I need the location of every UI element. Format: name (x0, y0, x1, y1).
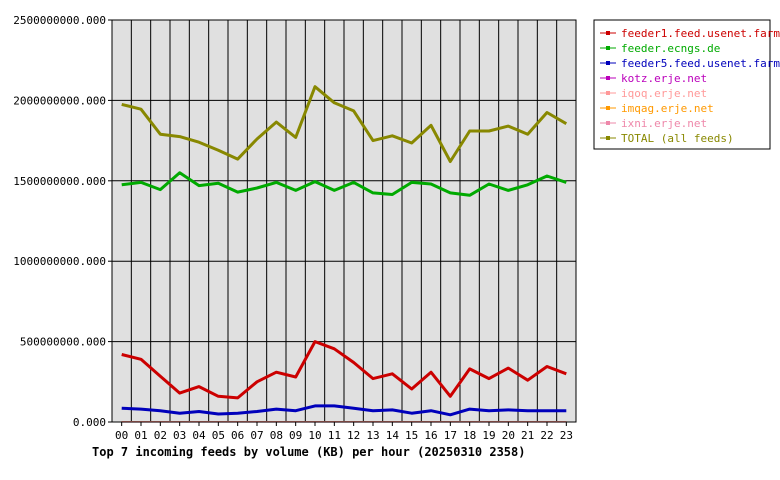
x-tick-label: 09 (289, 429, 302, 442)
x-tick-label: 03 (173, 429, 186, 442)
y-tick-label: 1000000000.000 (13, 255, 106, 268)
x-tick-label: 13 (366, 429, 379, 442)
x-tick-label: 07 (250, 429, 263, 442)
x-tick-label: 10 (308, 429, 321, 442)
y-tick-label: 1500000000.000 (13, 175, 106, 188)
legend-swatch-marker (606, 46, 610, 50)
x-tick-label: 04 (192, 429, 206, 442)
x-axis-ticks: 00 01 02 03 04 05 06 07 08 09 10 11 12 13 14 15 16 17 18 19… (115, 422, 573, 442)
legend-swatch-marker (606, 106, 610, 110)
legend-box (593, 19, 771, 150)
legend-item-label: feeder1.feed.usenet.farm (621, 27, 780, 40)
legend-swatch-marker (606, 31, 610, 35)
x-tick-label: 19 (482, 429, 495, 442)
plot-border (111, 19, 577, 423)
legend-swatch-marker (606, 91, 610, 95)
legend-swatch-marker (606, 76, 610, 80)
series-line-1 (121, 171, 567, 197)
x-tick-label: 17 (444, 429, 457, 442)
legend: feeder1.feed.usenet.farm feeder.ecngs.de f… (593, 19, 780, 150)
y-tick-label: 2000000000.000 (13, 94, 106, 107)
legend-item-label: TOTAL (all feeds) (621, 132, 734, 145)
x-tick-label: 12 (347, 429, 360, 442)
grid-lines (112, 20, 576, 422)
x-tick-label: 20 (502, 429, 515, 442)
legend-item-label: feeder.ecngs.de (621, 42, 720, 55)
legend-item-label: imqag.erje.net (621, 102, 714, 115)
series-line-2 (121, 404, 567, 417)
legend-item-label: ixni.erje.net (621, 117, 707, 130)
chart-title: Top 7 incoming feeds by volume (KB) per … (92, 445, 525, 459)
x-tick-label: 05 (212, 429, 225, 442)
y-axis-ticks: 0.000 500000000.000 1000000000.000 15000000… (13, 14, 112, 429)
x-tick-label: 15 (405, 429, 418, 442)
x-tick-label: 11 (328, 429, 341, 442)
legend-item-label: feeder5.feed.usenet.farm (621, 57, 780, 70)
series-line-7 (121, 85, 568, 163)
legend-item-label: kotz.erje.net (621, 72, 707, 85)
x-tick-label: 06 (231, 429, 244, 442)
x-tick-label: 08 (270, 429, 283, 442)
x-tick-label: 14 (386, 429, 400, 442)
y-tick-label: 0.000 (73, 416, 106, 429)
legend-item-label: iqoq.erje.net (621, 87, 707, 100)
x-tick-label: 22 (540, 429, 553, 442)
series-line-0 (121, 340, 567, 400)
x-tick-label: 02 (154, 429, 167, 442)
x-tick-label: 21 (521, 429, 534, 442)
x-tick-label: 23 (560, 429, 573, 442)
x-tick-label: 00 (115, 429, 128, 442)
legend-swatch-marker (606, 121, 610, 125)
legend-swatch-marker (606, 61, 610, 65)
y-tick-label: 2500000000.000 (13, 14, 106, 27)
x-tick-label: 01 (134, 429, 147, 442)
legend-swatch-marker (606, 136, 610, 140)
y-tick-label: 500000000.000 (20, 336, 106, 349)
x-tick-label: 16 (424, 429, 437, 442)
x-tick-label: 18 (463, 429, 476, 442)
